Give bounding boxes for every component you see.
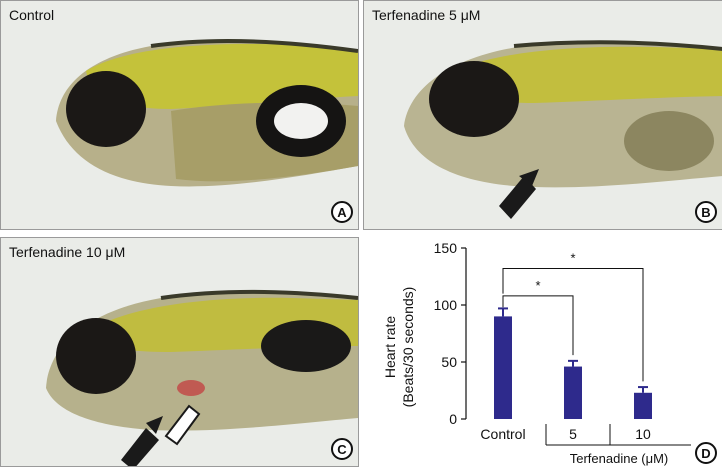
heart-rate-bar-chart: 0 50 100 150 Control 5 10 * * Heart rate (Beats/… bbox=[382, 240, 691, 466]
panel-b-badge: B bbox=[695, 201, 717, 223]
x-category-label: 5 bbox=[569, 426, 577, 442]
group-label: Terfenadine (μM) bbox=[570, 451, 669, 466]
panel-b-terfenadine-5: Terfenadine 5 μM B bbox=[363, 0, 722, 230]
ylabel-line1: Heart rate bbox=[382, 316, 398, 378]
panel-a-control: Control A bbox=[0, 0, 359, 230]
y-tick-label: 50 bbox=[441, 354, 457, 370]
bar-control bbox=[494, 316, 512, 419]
panel-a-label: Control bbox=[9, 7, 55, 23]
significance-bracket bbox=[502, 268, 644, 382]
panel-b-label: Terfenadine 5 μM bbox=[372, 7, 481, 23]
panel-d-badge: D bbox=[695, 442, 717, 464]
significance-star: * bbox=[535, 278, 540, 293]
panel-c-terfenadine-10: Terfenadine 10 μM C bbox=[0, 237, 359, 467]
panel-c-badge: C bbox=[331, 438, 353, 460]
bar-10 bbox=[634, 392, 652, 419]
panel-c-label: Terfenadine 10 μM bbox=[9, 244, 126, 260]
x-category-label: 10 bbox=[635, 426, 651, 442]
significance-star: * bbox=[570, 251, 575, 266]
zebrafish-larva-control-image bbox=[1, 1, 358, 229]
ylabel-line2: (Beats/30 seconds) bbox=[400, 287, 416, 408]
bar-5 bbox=[564, 366, 582, 419]
significance-bracket bbox=[502, 295, 574, 356]
x-category-label: Control bbox=[480, 426, 525, 442]
panel-a-badge: A bbox=[331, 201, 353, 223]
zebrafish-larva-10um-image bbox=[1, 238, 358, 466]
y-tick-label: 150 bbox=[434, 240, 458, 256]
y-tick-label: 100 bbox=[434, 297, 458, 313]
y-tick-label: 0 bbox=[449, 411, 457, 427]
zebrafish-larva-5um-image bbox=[364, 1, 722, 229]
